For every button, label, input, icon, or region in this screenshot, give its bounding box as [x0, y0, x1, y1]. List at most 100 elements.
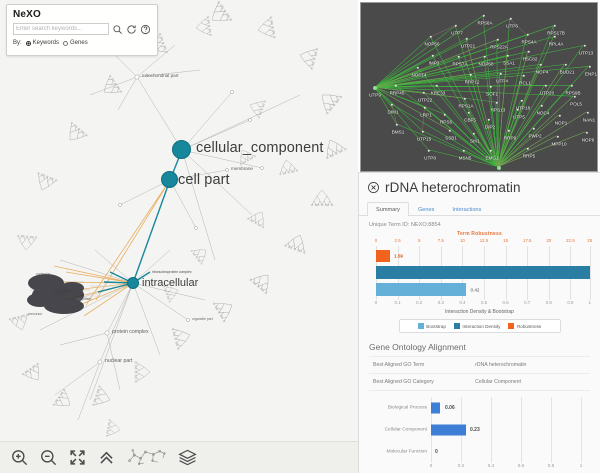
gene-node-rpl4a[interactable]: [553, 35, 557, 39]
bar-interaction-density[interactable]: [376, 266, 590, 279]
network-thumbnail-icon[interactable]: [126, 448, 168, 467]
gene-node-hsc82[interactable]: [527, 50, 531, 54]
zoom-out-icon[interactable]: [39, 448, 58, 467]
help-icon[interactable]: [140, 24, 151, 35]
search-input[interactable]: [13, 23, 109, 35]
legend-item-robustness[interactable]: Robustness: [508, 323, 541, 329]
legend-item-bootstrap[interactable]: Bootstrap: [417, 323, 446, 329]
search-by-keywords[interactable]: Keywords: [25, 40, 59, 46]
double-chevron-up-icon[interactable]: [97, 448, 116, 467]
gene-node-pwp2[interactable]: [532, 127, 536, 131]
gene-node-nop4[interactable]: [539, 63, 543, 67]
gene-node-kre33[interactable]: [435, 84, 439, 88]
row-value-best-aligned-go-term: rDNA heterochromatin: [475, 362, 527, 368]
gene-label-nop58: NOP58: [478, 61, 494, 67]
robustness-plot-area: 1.59 0.42: [367, 246, 592, 300]
gene-node-bud21[interactable]: [564, 63, 568, 67]
search-icon[interactable]: [112, 24, 123, 35]
ontology-graph-canvas[interactable]: [0, 0, 358, 473]
bar-bootstrap[interactable]: [376, 283, 466, 296]
gene-node-enp1[interactable]: [588, 65, 592, 69]
gene-node-utp8[interactable]: [427, 149, 431, 153]
gene-node-dip2[interactable]: [487, 118, 491, 122]
gene-node-rcl1[interactable]: [522, 74, 526, 78]
gene-node-rps7a[interactable]: [457, 55, 461, 59]
gene-node-rps1a[interactable]: [463, 97, 467, 101]
gene-node-utp6[interactable]: [509, 17, 513, 21]
close-circle-icon[interactable]: [367, 181, 380, 194]
term-details-panel[interactable]: rDNA heterochromatin Summary Genes Inter…: [358, 172, 600, 473]
gene-node-utp7[interactable]: [454, 24, 458, 28]
tab-summary[interactable]: Summary: [367, 202, 409, 216]
gene-node-rps9b[interactable]: [570, 84, 574, 88]
zoom-in-icon[interactable]: [10, 448, 29, 467]
gene-node-utp21[interactable]: [465, 37, 469, 41]
go-bar-biological-process[interactable]: [431, 402, 440, 414]
gene-node-nop14[interactable]: [416, 66, 420, 70]
bottom-axis-ticks: 0 0.1 0.2 0.3 0.4 0.5 0.6 0.7 0.8 0.9 1: [367, 300, 592, 308]
radio-keywords-icon[interactable]: [25, 40, 31, 46]
gene-node-rps13[interactable]: [495, 101, 499, 105]
gene-node-utp9[interactable]: [373, 86, 377, 90]
gene-node-utp22[interactable]: [422, 91, 426, 95]
gene-node-pol5[interactable]: [573, 95, 577, 99]
gene-node-rrp9[interactable]: [507, 129, 511, 133]
gene-interaction-network[interactable]: UTP9UTP10RPS8AUTP6UTP7NOP56RPS17BUTP21RP…: [360, 2, 598, 172]
reset-icon[interactable]: [126, 24, 137, 35]
gene-node-ssa1[interactable]: [506, 54, 510, 58]
radio-genes-icon[interactable]: [63, 40, 69, 46]
gene-node-sof1[interactable]: [489, 85, 493, 89]
graph-node-cell-part[interactable]: [161, 171, 178, 188]
gene-node-rps17b[interactable]: [553, 24, 557, 28]
fit-screen-icon[interactable]: [68, 448, 87, 467]
gridline: [581, 397, 582, 463]
graph-toolbar[interactable]: [0, 441, 358, 473]
search-panel[interactable]: NeXO By:: [6, 4, 158, 56]
go-tick-2: 0.4: [487, 463, 495, 468]
gene-node-rrp5[interactable]: [526, 147, 530, 151]
detail-tabs[interactable]: Summary Genes Interactions: [359, 198, 600, 216]
gene-node-rps8a[interactable]: [482, 14, 486, 18]
gene-node-nop1[interactable]: [558, 114, 562, 118]
graph-node-cellular-component[interactable]: [172, 140, 191, 159]
gene-node-utp15[interactable]: [421, 130, 425, 134]
gene-node-rps22a[interactable]: [496, 38, 500, 42]
gene-node-mpp10[interactable]: [556, 135, 560, 139]
go-bar-cellular-component[interactable]: [431, 424, 466, 436]
gene-node-imp3[interactable]: [431, 54, 435, 58]
tab-interactions[interactable]: Interactions: [452, 207, 482, 213]
gene-node-rrp45[interactable]: [394, 84, 398, 88]
search-by-row[interactable]: By: Keywords Genes: [13, 40, 151, 46]
gene-node-nop58[interactable]: [483, 55, 487, 59]
legend-item-interaction-density[interactable]: Interaction Density: [453, 323, 500, 329]
legend-label-bootstrap: Bootstrap: [426, 323, 446, 329]
gene-node-noc4[interactable]: [540, 104, 544, 108]
gene-node-utp10[interactable]: [497, 166, 501, 170]
layers-icon[interactable]: [178, 448, 197, 467]
gene-node-nan1[interactable]: [586, 111, 590, 115]
gene-node-nop56[interactable]: [429, 35, 433, 39]
gene-node-dim1[interactable]: [390, 103, 394, 107]
gene-node-ssb1[interactable]: [448, 129, 452, 133]
gene-node-bms1[interactable]: [395, 123, 399, 127]
bar-robustness[interactable]: [376, 250, 390, 262]
gene-node-nop6[interactable]: [585, 131, 589, 135]
gene-node-utp5[interactable]: [516, 108, 520, 112]
gene-node-utp13[interactable]: [583, 44, 587, 48]
gene-node-lrp1[interactable]: [423, 106, 427, 110]
gene-node-rps6[interactable]: [443, 113, 447, 117]
search-by-genes[interactable]: Genes: [63, 40, 88, 46]
tab-genes[interactable]: Genes: [417, 207, 435, 213]
gene-node-utp4[interactable]: [499, 72, 503, 76]
gene-node-msn5[interactable]: [462, 149, 466, 153]
graph-node-intracellular[interactable]: [127, 277, 139, 289]
gene-node-rps4a[interactable]: [526, 33, 530, 37]
gene-node-sik1[interactable]: [472, 132, 476, 136]
gene-node-rrp12[interactable]: [469, 73, 473, 77]
gene-node-emg1[interactable]: [489, 149, 493, 153]
gene-node-cbf5[interactable]: [467, 111, 471, 115]
ontology-graph-panel[interactable]: cellular_component cell part intracellul…: [0, 0, 358, 473]
search-row[interactable]: [13, 23, 151, 35]
gene-node-utp20[interactable]: [544, 84, 548, 88]
gene-node-utp18[interactable]: [520, 99, 524, 103]
